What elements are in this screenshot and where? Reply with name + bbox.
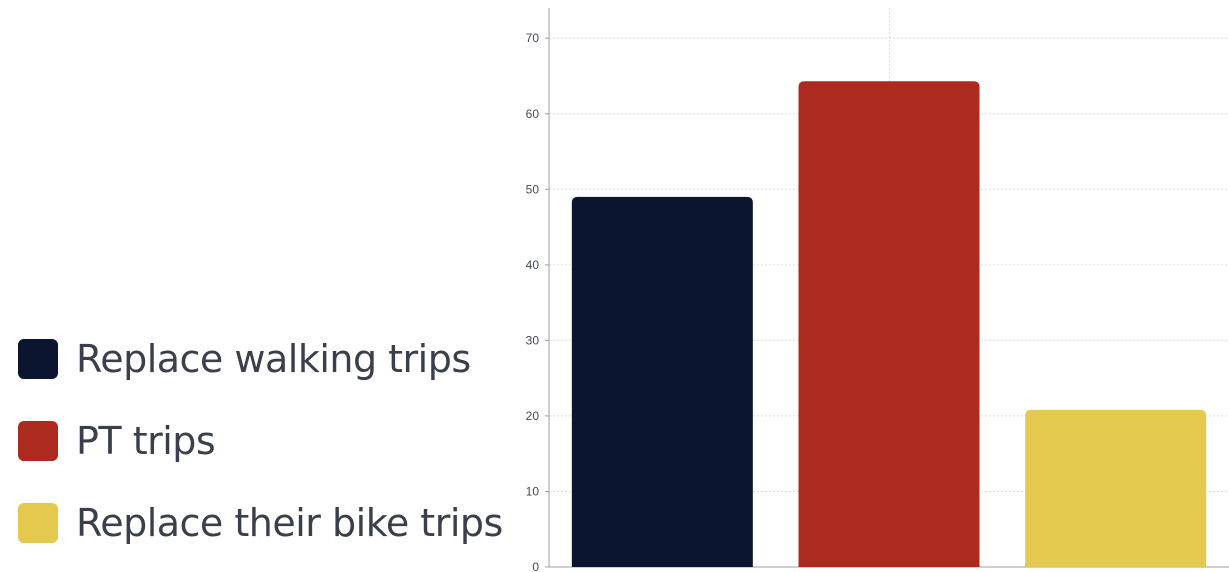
- y-tick-label: 60: [526, 107, 540, 121]
- y-tick-label: 50: [526, 182, 540, 196]
- legend-swatch: [18, 339, 58, 379]
- legend-swatch: [18, 503, 58, 543]
- legend-label: Replace walking trips: [76, 337, 471, 381]
- y-tick-label: 10: [526, 484, 540, 498]
- legend-label: Replace their bike trips: [76, 501, 503, 545]
- y-tick-label: 0: [532, 560, 539, 572]
- legend-item-pt-trips: PT trips: [18, 400, 503, 482]
- bar-pt-trips: [798, 81, 980, 567]
- bar-replace-their-bike-trips: [1025, 409, 1207, 567]
- legend-item-replace-walking-trips: Replace walking trips: [18, 318, 503, 400]
- legend-swatch: [18, 421, 58, 461]
- legend-label: PT trips: [76, 419, 216, 463]
- bar-replace-walking-trips: [571, 196, 753, 567]
- y-tick-label: 40: [526, 258, 540, 272]
- y-tick-label: 30: [526, 333, 540, 347]
- y-tick-label: 70: [526, 31, 540, 45]
- legend: Replace walking trips PT trips Replace t…: [18, 318, 503, 564]
- y-tick-label: 20: [526, 409, 540, 423]
- bars: [571, 81, 1207, 567]
- legend-item-replace-their-bike-trips: Replace their bike trips: [18, 482, 503, 564]
